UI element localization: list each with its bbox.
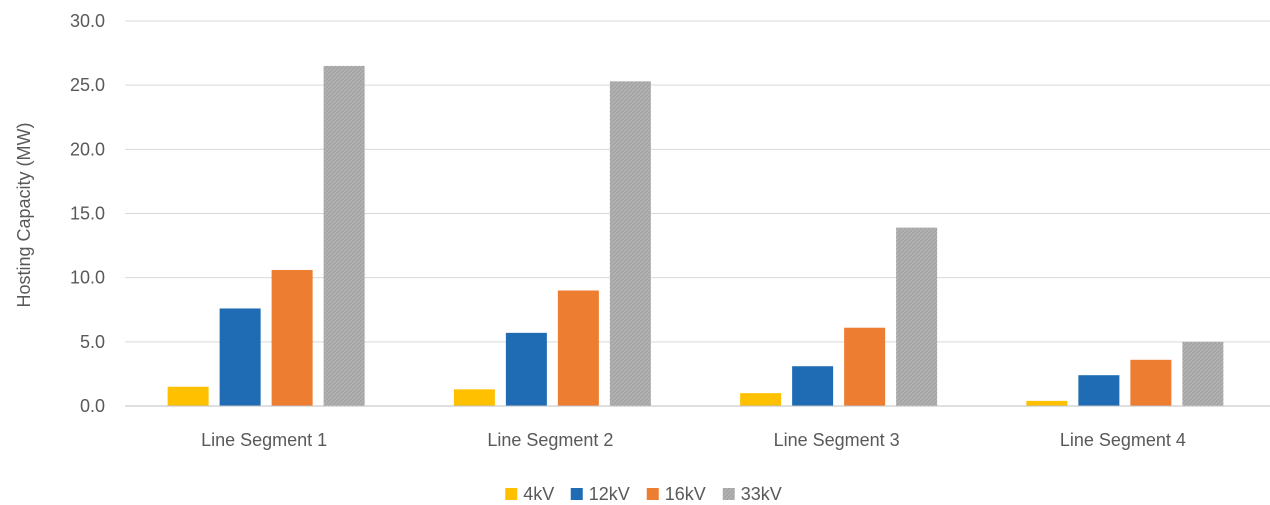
x-tick-label: Line Segment 2 [487, 430, 613, 450]
y-tick-label: 25.0 [70, 75, 105, 95]
y-tick-label: 30.0 [70, 11, 105, 31]
bar-16kV-4 [1130, 359, 1172, 406]
bar-16kV-1 [271, 269, 313, 406]
legend-item-4kV: 4kV [505, 484, 554, 504]
legend-swatch [505, 488, 518, 500]
y-axis-ticks: 0.0 5.0 10.0 15.0 20.0 25.0 30.0 [70, 11, 105, 416]
bar-33kV-3 [896, 227, 938, 406]
y-tick-label: 0.0 [80, 396, 105, 416]
x-axis-ticks: Line Segment 1 Line Segment 2 Line Segment… [201, 430, 1186, 450]
bar-16kV-2 [557, 290, 599, 406]
bar-16kV-3 [844, 327, 886, 406]
x-tick-label: Line Segment 1 [201, 430, 327, 450]
bar-4kV-4 [1026, 400, 1068, 406]
bar-4kV-2 [453, 389, 495, 406]
legend-swatch [570, 488, 583, 500]
bar-4kV-1 [167, 386, 209, 406]
y-axis-title: Hosting Capacity (MW) [14, 122, 34, 307]
bar-12kV-3 [792, 366, 834, 406]
y-tick-label: 15.0 [70, 204, 105, 224]
legend: 4kV 12kV 16kV 33kV [505, 484, 782, 504]
bar-33kV-2 [609, 81, 651, 407]
y-tick-label: 20.0 [70, 139, 105, 159]
bar-33kV-4 [1182, 341, 1224, 406]
legend-label: 4kV [523, 484, 554, 504]
legend-item-12kV: 12kV [570, 484, 630, 504]
gridlines [125, 20, 1270, 343]
legend-label: 33kV [741, 484, 782, 504]
legend-item-16kV: 16kV [646, 484, 706, 504]
bar-12kV-4 [1078, 375, 1120, 406]
legend-label: 16kV [665, 484, 706, 504]
bar-33kV-1 [323, 65, 365, 407]
bar-12kV-2 [505, 332, 547, 406]
bar-4kV-3 [740, 393, 782, 406]
legend-swatch [722, 488, 735, 500]
legend-swatch [646, 488, 659, 500]
bar-12kV-1 [219, 308, 261, 406]
x-tick-label: Line Segment 3 [774, 430, 900, 450]
legend-item-33kV: 33kV [722, 484, 782, 504]
y-tick-label: 10.0 [70, 268, 105, 288]
legend-label: 12kV [589, 484, 630, 504]
bars [167, 65, 1224, 407]
x-tick-label: Line Segment 4 [1060, 430, 1186, 450]
y-tick-label: 5.0 [80, 332, 105, 352]
